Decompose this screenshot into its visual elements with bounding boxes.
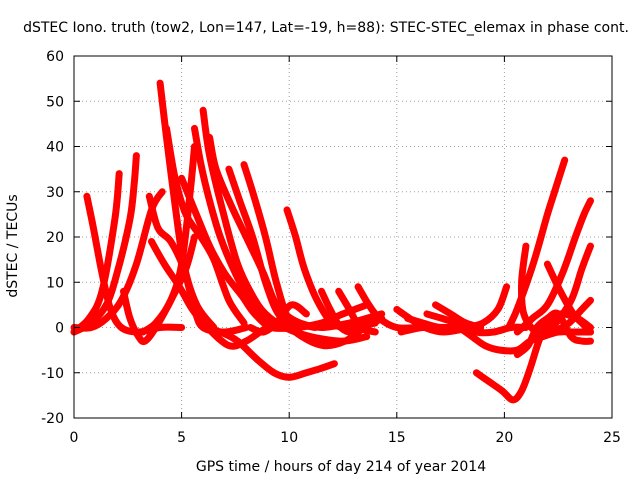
series-line-arc32 xyxy=(505,156,569,331)
series-line-arc13 xyxy=(199,106,371,345)
x-tick-label: 0 xyxy=(70,430,79,446)
series-line-arc10 xyxy=(139,143,198,336)
y-tick-label: 40 xyxy=(46,140,64,156)
series-line-arc19 xyxy=(283,206,379,331)
series-line-arc37 xyxy=(550,296,594,336)
chart-title: dSTEC Iono. truth (tow2, Lon=147, Lat=-1… xyxy=(23,20,629,36)
plot-series xyxy=(70,79,594,404)
y-tick-label: -10 xyxy=(41,366,64,382)
x-tick-label: 15 xyxy=(388,430,406,446)
axis-ticks: 0 5 10 15 20 25 -20 -10 0 10 20 30 40 50 60 xyxy=(41,49,621,446)
y-tick-label: 10 xyxy=(46,275,64,291)
y-tick-label: 50 xyxy=(46,94,64,110)
series-line-arc18 xyxy=(247,301,310,336)
x-tick-label: 5 xyxy=(177,430,186,446)
series-line-arc17 xyxy=(199,324,338,381)
y-tick-label: 30 xyxy=(46,185,64,201)
series-line-arc30 xyxy=(462,283,511,331)
y-tick-label: 60 xyxy=(46,49,64,65)
series-line-arc08 xyxy=(163,124,248,327)
series-line-arc34 xyxy=(517,242,594,337)
series-line-arc35 xyxy=(513,197,594,336)
x-axis-label: GPS time / hours of day 214 of year 2014 xyxy=(196,459,486,475)
x-tick-label: 25 xyxy=(603,430,621,446)
series-line-arc03 xyxy=(70,170,123,336)
x-tick-label: 20 xyxy=(495,430,513,446)
series-line-arc02 xyxy=(70,152,140,336)
series-line-arc33 xyxy=(513,309,594,359)
x-tick-label: 10 xyxy=(280,430,298,446)
y-tick-label: -20 xyxy=(41,411,64,427)
y-tick-label: 20 xyxy=(46,230,64,246)
y-tick-label: 0 xyxy=(55,321,64,337)
series-line-arc15 xyxy=(225,165,319,331)
y-axis-label: dSTEC / TECUs xyxy=(5,194,21,297)
series-line-arc21 xyxy=(335,287,379,336)
